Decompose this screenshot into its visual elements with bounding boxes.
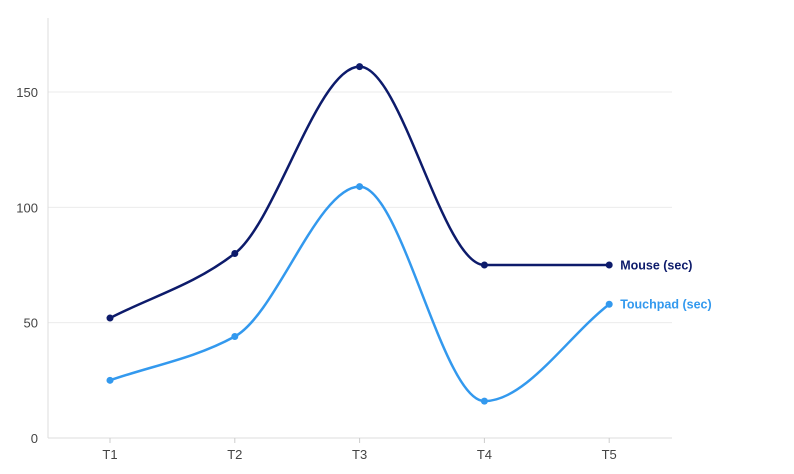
series-line-mouse-sec [108, 65, 611, 320]
labels: 0 50 100 150 T1 T2 T3 T4 T5 Mouse (sec) Touchpad (… [16, 85, 711, 462]
data-point-touchpad-sec [356, 183, 364, 191]
y-tick-label: 50 [24, 316, 38, 331]
data-point-mouse-sec [356, 63, 364, 71]
x-tick-label: T2 [227, 447, 242, 462]
data-point-mouse-sec [480, 261, 488, 269]
y-tick-label: 100 [16, 200, 38, 215]
data-point-touchpad-sec [106, 376, 114, 384]
y-tick-label: 150 [16, 85, 38, 100]
data-point-mouse-sec [231, 249, 239, 257]
axes [47, 18, 672, 443]
gridlines [48, 91, 672, 324]
data-point-mouse-sec [605, 261, 613, 269]
data-point-touchpad-sec [231, 333, 239, 341]
series-line-touchpad-sec [108, 185, 611, 403]
x-tick-label: T5 [602, 447, 617, 462]
data-point-touchpad-sec [480, 397, 488, 405]
data-point-mouse-sec [106, 314, 114, 322]
data-point-touchpad-sec [605, 300, 613, 308]
x-tick-label: T4 [477, 447, 492, 462]
x-tick-label: T3 [352, 447, 367, 462]
y-tick-label: 0 [31, 431, 38, 446]
series-label-touchpad-sec: Touchpad (sec) [620, 298, 711, 312]
series-label-mouse-sec: Mouse (sec) [620, 259, 692, 273]
series-layer [106, 63, 613, 405]
x-tick-label: T1 [102, 447, 117, 462]
